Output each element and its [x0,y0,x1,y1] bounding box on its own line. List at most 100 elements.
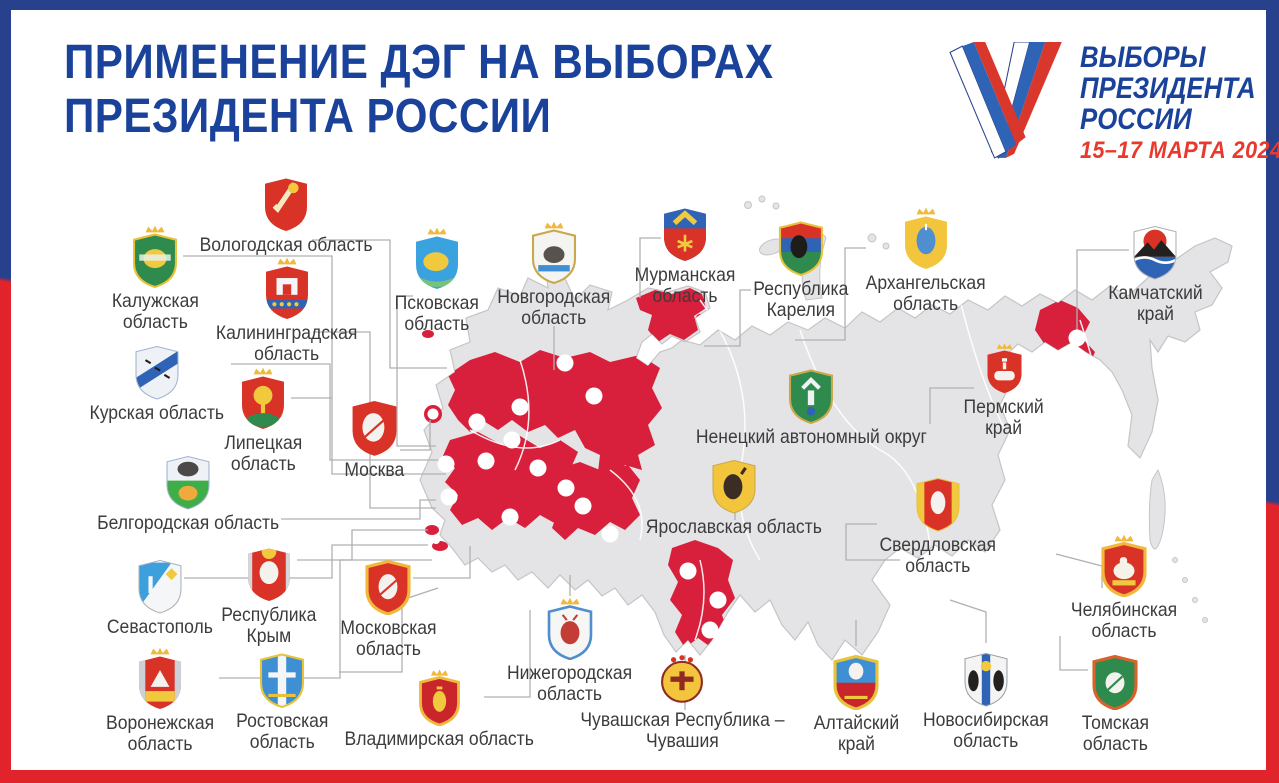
region-item-karelia: Республика Карелия [726,212,876,321]
region-label-perm: Пермский край [963,396,1045,439]
logo-line2: ПРЕЗИДЕНТА [1080,72,1256,105]
region-label-nenets: Ненецкий автономный округ [695,426,927,448]
region-label-karelia: Республика Карелия [753,278,849,321]
coat-of-arms-altai [833,654,879,710]
region-label-moscow: Москва [344,459,404,481]
coat-of-arms-novosibirsk [964,652,1008,707]
region-item-pskov: Псковская область [362,226,512,335]
coat-of-arms-moscowobl [365,559,411,615]
region-item-kursk: Курская область [62,336,252,424]
coat-of-arms-vladimir [418,669,460,726]
region-item-novgorod: Новгородская область [469,220,639,329]
region-label-belgorod: Белгородская область [96,512,280,534]
coat-of-arms-crimea [248,548,290,601]
coat-of-arms-yaroslavl [712,459,756,514]
coat-of-arms-sverdlovsk [916,477,960,532]
region-label-sevastopol: Севастополь [107,616,213,638]
region-item-moscowobl: Московская область [313,551,463,660]
coat-of-arms-kaluga [132,225,178,288]
region-label-yaroslavl: Ярославская область [645,516,823,538]
logo-line3: РОССИИ [1080,103,1192,136]
region-label-arkhangelsk: Архангельская область [866,272,986,315]
region-item-kaluga: Калужская область [70,224,240,333]
region-label-altai: Алтайский край [813,712,899,755]
coat-of-arms-karelia [778,221,824,276]
region-label-murmansk: Мурманская область [634,264,736,307]
coat-of-arms-murmansk [664,208,706,261]
region-item-lipetsk: Липецкая область [198,366,328,475]
region-label-rostov: Ростовская область [235,710,329,753]
region-label-kaliningrad: Калининградская область [216,322,358,365]
coat-of-arms-sevastopol [138,559,182,614]
page-title: ПРИМЕНЕНИЕ ДЭГ НА ВЫБОРАХ ПРЕЗИДЕНТА РОС… [64,36,773,144]
logo-text: ВЫБОРЫ ПРЕЗИДЕНТА РОССИИ [1080,42,1273,135]
coat-of-arms-belgorod [166,455,210,510]
region-item-altai: Алтайский край [791,646,921,755]
election-logo: ВЫБОРЫ ПРЕЗИДЕНТА РОССИИ 15–17 МАРТА 202… [944,42,1279,165]
region-label-novosibirsk: Новосибирская область [923,709,1049,752]
logo-dates: 15–17 МАРТА 2024 [1080,137,1279,164]
coat-of-arms-kursk [135,345,179,400]
region-label-crimea: Республика Крым [221,604,317,647]
region-label-kursk: Курская область [89,402,225,424]
region-label-pskov: Псковская область [394,292,480,335]
region-item-arkhangelsk: Архангельская область [841,206,1011,315]
coat-of-arms-voronezh [139,647,181,709]
region-item-perm: Пермский край [939,342,1069,439]
coat-of-arms-novgorod [531,221,577,284]
coat-of-arms-kaliningrad [266,257,308,319]
region-item-novosibirsk: Новосибирская область [891,643,1081,752]
coat-of-arms-nenets [788,369,834,424]
region-label-nizhny: Нижегородская область [507,662,633,705]
coat-of-arms-rostov [259,653,305,708]
region-item-crimea: Республика Крым [194,538,344,647]
region-item-nizhny: Нижегородская область [485,596,655,705]
region-item-chelyabinsk: Челябинская область [1049,533,1199,642]
region-item-moscow: Москва [314,390,434,481]
coat-of-arms-tomsk [1092,654,1138,710]
region-label-vladimir: Владимирская область [344,728,534,750]
map-silhouette [419,237,1233,661]
coat-of-arms-arkhangelsk [905,207,947,269]
coat-of-arms-chuvashia [661,655,703,703]
region-item-voronezh: Воронежская область [85,646,235,755]
region-item-kamchatka: Камчатский край [1080,216,1230,325]
region-label-tomsk: Томская область [1081,712,1149,755]
region-item-belgorod: Белгородская область [73,446,303,534]
region-label-voronezh: Воронежская область [105,712,215,755]
region-item-rostov: Ростовская область [207,644,357,753]
region-item-kaliningrad: Калининградская область [195,256,380,365]
region-label-kaluga: Калужская область [111,290,199,333]
coat-of-arms-nizhny [547,597,593,660]
region-item-murmansk: Мурманская область [610,198,760,307]
deg-location-dots [427,329,1086,639]
region-label-sverdlovsk: Свердловская область [879,534,997,577]
region-label-lipetsk: Липецкая область [224,432,302,475]
region-item-yaroslavl: Ярославская область [619,450,849,538]
region-item-chuvashia: Чувашская Республика – Чувашия [557,643,807,752]
region-item-sevastopol: Севастополь [70,550,250,638]
region-item-sverdlovsk: Свердловская область [858,468,1018,577]
region-label-vologda: Вологодская область [199,234,373,256]
region-item-vladimir: Владимирская область [324,668,554,750]
region-item-tomsk: Томская область [1040,646,1190,755]
coat-of-arms-perm [986,343,1022,394]
region-label-chelyabinsk: Челябинская область [1070,599,1178,642]
v-checkmark-icon [949,42,1062,159]
page-title-line1: ПРИМЕНЕНИЕ ДЭГ НА ВЫБОРАХ [64,36,774,89]
region-label-novgorod: Новгородская область [497,286,611,329]
coat-of-arms-chelyabinsk [1101,534,1147,597]
logo-line1: ВЫБОРЫ [1080,41,1206,74]
coat-of-arms-lipetsk [242,367,284,429]
page-title-line2: ПРЕЗИДЕНТА РОССИИ [64,90,552,143]
region-label-moscowobl: Московская область [339,617,437,660]
deg-region-patches [442,288,1130,648]
coat-of-arms-vologda [265,178,307,231]
region-label-kamchatka: Камчатский край [1107,282,1203,325]
coat-of-arms-pskov [416,227,458,289]
region-item-vologda: Вологодская область [181,168,391,256]
region-item-nenets: Ненецкий автономный округ [661,360,961,448]
